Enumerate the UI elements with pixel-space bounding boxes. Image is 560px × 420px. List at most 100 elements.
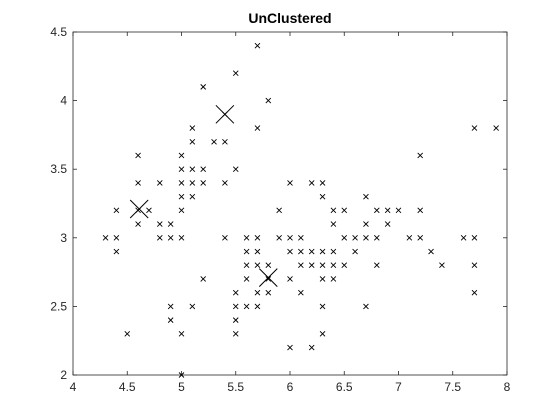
data-point bbox=[493, 125, 499, 131]
data-point bbox=[352, 234, 358, 241]
data-point bbox=[156, 180, 163, 186]
chart-title: UnClustered bbox=[248, 10, 331, 26]
data-point bbox=[319, 303, 326, 310]
data-point bbox=[232, 289, 239, 296]
data-point bbox=[319, 180, 326, 186]
data-point bbox=[471, 125, 478, 131]
data-point bbox=[363, 193, 369, 200]
data-point bbox=[167, 317, 174, 323]
data-point bbox=[189, 303, 196, 310]
centroid-point bbox=[129, 199, 149, 219]
centroid-point bbox=[258, 268, 278, 287]
data-point bbox=[135, 152, 141, 159]
y-tick-label: 3.5 bbox=[50, 162, 67, 176]
data-point bbox=[330, 276, 337, 282]
y-tick-label: 3 bbox=[60, 231, 67, 245]
data-point bbox=[265, 262, 272, 269]
data-point bbox=[232, 166, 239, 173]
data-point bbox=[254, 234, 261, 241]
data-point bbox=[417, 152, 424, 159]
data-point bbox=[113, 207, 120, 214]
data-point bbox=[373, 207, 380, 214]
data-point bbox=[341, 207, 348, 214]
data-point bbox=[319, 248, 326, 255]
data-point bbox=[254, 303, 261, 310]
data-point bbox=[363, 303, 369, 310]
data-point bbox=[428, 248, 434, 255]
data-point bbox=[156, 234, 163, 241]
data-point bbox=[384, 221, 391, 227]
data-point bbox=[298, 289, 304, 296]
data-point bbox=[319, 276, 326, 282]
y-tick-label: 4.5 bbox=[50, 25, 67, 39]
data-point bbox=[243, 248, 250, 255]
data-point bbox=[200, 166, 207, 173]
data-point bbox=[178, 372, 185, 378]
y-tick-label: 4 bbox=[60, 94, 67, 108]
data-point bbox=[178, 234, 185, 241]
data-point bbox=[417, 207, 424, 214]
data-point bbox=[200, 84, 207, 90]
x-tick-label: 5 bbox=[178, 380, 185, 394]
data-point bbox=[471, 289, 478, 296]
y-tick-label: 2 bbox=[60, 368, 67, 382]
data-point bbox=[373, 234, 380, 241]
data-point bbox=[330, 221, 337, 227]
data-point bbox=[124, 331, 131, 337]
data-point bbox=[178, 207, 185, 214]
data-point bbox=[298, 262, 304, 269]
data-point bbox=[298, 234, 304, 241]
data-point bbox=[287, 344, 293, 351]
data-point bbox=[200, 180, 207, 186]
data-point bbox=[395, 207, 402, 214]
data-point bbox=[352, 248, 358, 255]
x-tick-label: 6.5 bbox=[336, 380, 353, 394]
data-point bbox=[363, 221, 369, 227]
data-point bbox=[167, 303, 174, 310]
data-point bbox=[276, 207, 282, 214]
data-point bbox=[113, 234, 120, 241]
x-tick-label: 6 bbox=[287, 380, 294, 394]
data-point bbox=[243, 262, 250, 269]
data-point bbox=[113, 248, 120, 255]
data-point bbox=[189, 166, 196, 173]
data-point bbox=[232, 317, 239, 323]
data-point bbox=[189, 193, 196, 200]
data-point bbox=[254, 262, 261, 269]
data-point bbox=[178, 331, 185, 337]
data-point bbox=[287, 234, 293, 241]
data-point bbox=[178, 152, 185, 159]
data-point bbox=[287, 248, 293, 255]
x-tick-label: 4 bbox=[70, 380, 77, 394]
data-point bbox=[254, 42, 261, 49]
data-point bbox=[243, 276, 250, 282]
data-point bbox=[135, 221, 141, 227]
data-point bbox=[102, 234, 109, 241]
data-point bbox=[232, 70, 239, 76]
data-point bbox=[373, 262, 380, 269]
data-point bbox=[319, 193, 326, 200]
y-tick-label: 2.5 bbox=[50, 299, 67, 313]
plot-frame bbox=[72, 31, 508, 376]
data-point bbox=[330, 262, 337, 269]
data-point bbox=[384, 207, 391, 214]
data-point bbox=[265, 289, 272, 296]
data-point bbox=[222, 138, 228, 145]
data-points bbox=[102, 42, 499, 378]
data-point bbox=[254, 248, 261, 255]
data-point bbox=[146, 207, 152, 214]
centroid-point bbox=[215, 104, 235, 124]
data-point bbox=[178, 166, 185, 173]
data-point bbox=[308, 344, 315, 351]
data-point bbox=[232, 331, 239, 337]
data-point bbox=[471, 262, 478, 269]
data-point bbox=[254, 125, 261, 131]
data-point bbox=[276, 234, 282, 241]
data-point bbox=[243, 234, 250, 241]
data-point bbox=[341, 234, 348, 241]
data-point bbox=[460, 234, 467, 241]
data-point bbox=[232, 303, 239, 310]
data-point bbox=[287, 276, 293, 282]
data-point bbox=[222, 234, 228, 241]
x-tick-label: 4.5 bbox=[119, 380, 136, 394]
